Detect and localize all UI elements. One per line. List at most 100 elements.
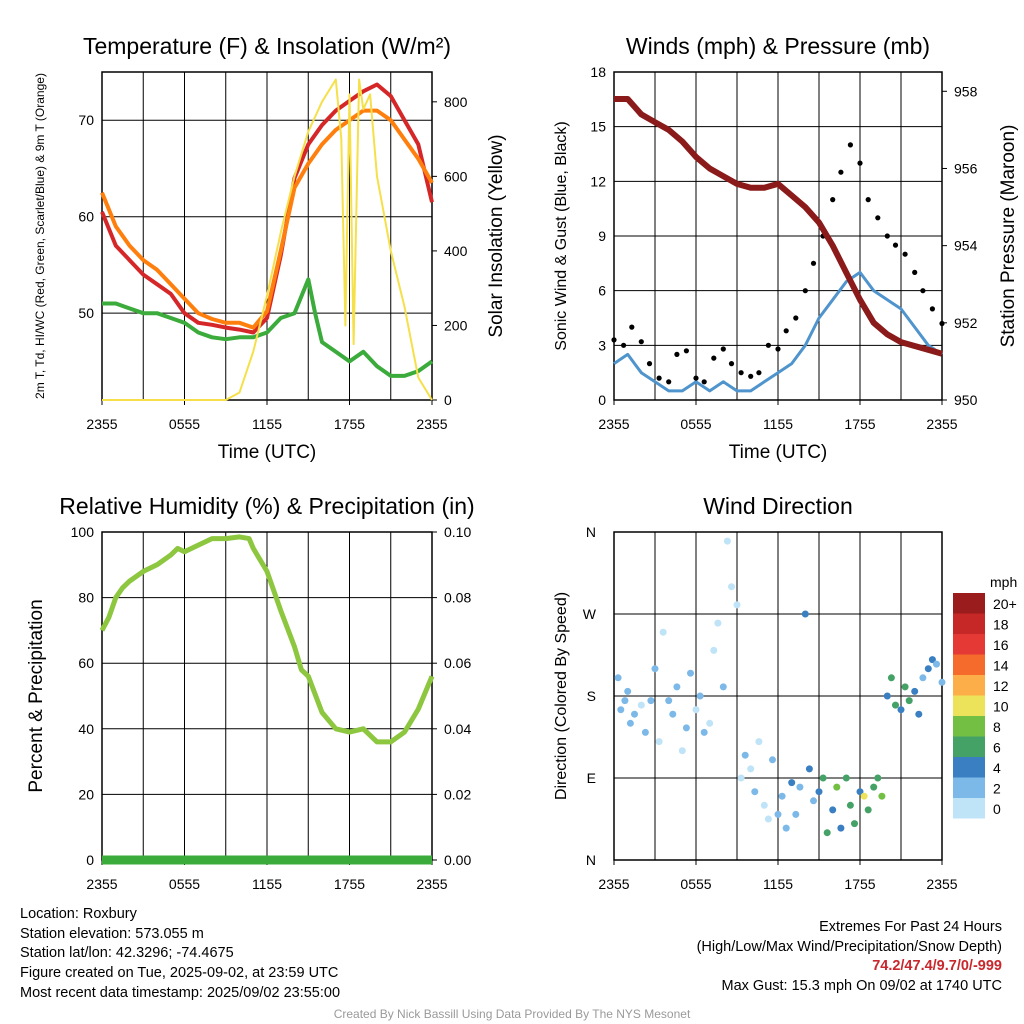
direction-point: [864, 806, 872, 814]
direction-point: [696, 692, 704, 700]
gust-point: [802, 288, 808, 294]
gust-point: [748, 373, 754, 379]
gust-point: [884, 233, 890, 239]
direction-point: [792, 810, 800, 818]
direction-point: [924, 665, 932, 673]
legend-swatch: [953, 593, 985, 614]
gust-point: [674, 351, 680, 357]
direction-point: [874, 774, 882, 782]
direction-point: [647, 697, 655, 705]
direction-point: [829, 806, 837, 814]
direction-point: [901, 683, 909, 691]
rh-y2tick-label: 0.10: [444, 524, 471, 540]
max-gust: Max Gust: 15.3 mph On 09/02 at 1740 UTC: [721, 978, 1002, 995]
direction-point: [655, 738, 663, 746]
temp-xtick-label: 1755: [334, 416, 365, 432]
station-elevation: Station elevation: 573.055 m: [20, 925, 204, 942]
direction-point: [810, 797, 817, 805]
direction-point: [915, 710, 923, 718]
wind-ytick-label: 9: [598, 228, 606, 244]
temp-xtick-label: 2355: [416, 416, 447, 432]
gust-point: [939, 320, 945, 327]
dir-title: Wind Direction: [703, 493, 853, 519]
direction-point: [938, 678, 946, 686]
direction-point: [883, 692, 891, 700]
direction-point: [833, 783, 841, 791]
direction-point: [678, 747, 686, 755]
dir-ytick-label: E: [587, 770, 596, 786]
temp-xtick-label: 0555: [169, 416, 200, 432]
legend-label: 14: [993, 658, 1009, 674]
direction-point: [878, 792, 886, 800]
direction-point: [856, 788, 864, 796]
station-info: Location: Roxbury Station elevation: 573…: [20, 905, 340, 1004]
temp-y2tick-label: 600: [444, 168, 468, 184]
direction-point: [897, 706, 905, 714]
wind-ytick-label: 3: [598, 337, 606, 353]
direction-point: [682, 724, 690, 732]
gust-point: [738, 370, 744, 376]
direction-point: [700, 728, 708, 736]
direction-point: [624, 687, 632, 695]
legend-label: 6: [993, 740, 1001, 756]
gust-point: [838, 169, 844, 175]
gust-point: [810, 260, 817, 266]
temp-ylabel-right: Solar Insolation (Yellow): [486, 134, 507, 337]
direction-point: [837, 824, 845, 832]
direction-point: [819, 774, 827, 782]
gust-point: [646, 361, 653, 367]
dir-xtick-label: 2355: [926, 876, 957, 892]
wind-ytick-label: 12: [590, 173, 606, 189]
temp-ytick-label: 70: [78, 112, 94, 128]
rh-xtick-label: 1755: [334, 876, 365, 892]
figure-created: Figure created on Tue, 2025-09-02, at 23…: [20, 965, 339, 982]
dir-xtick-label: 2355: [598, 876, 629, 892]
extremes-values: 74.2/47.4/9.7/0/-999: [872, 958, 1002, 975]
legend-swatch: [953, 613, 985, 634]
legend-swatch: [953, 654, 985, 675]
legend-label: 8: [993, 719, 1001, 735]
temp-xlabel: Time (UTC): [218, 442, 317, 463]
direction-point: [815, 788, 823, 796]
direction-point: [764, 815, 772, 823]
direction-point: [801, 610, 809, 618]
gust-point: [847, 142, 854, 148]
wind-ylabel: Sonic Wind & Gust (Blue, Black): [553, 121, 570, 350]
direction-point: [851, 820, 858, 828]
direction-point: [626, 719, 634, 727]
temp-y2tick-label: 400: [444, 243, 468, 259]
temp-series-line: [100, 108, 434, 330]
rh-xtick-label: 1155: [252, 876, 282, 892]
station-latlon: Station lat/lon: 42.3296; -74.4675: [20, 945, 234, 962]
legend-swatch: [953, 736, 985, 757]
rh-ytick-label: 100: [71, 524, 95, 540]
direction-point: [737, 774, 745, 782]
direction-point: [860, 792, 868, 800]
direction-point: [637, 701, 645, 709]
legend-swatch: [953, 798, 985, 819]
wind-xtick-label: 2355: [598, 416, 629, 432]
direction-point: [641, 728, 649, 736]
wind-y2tick-label: 950: [954, 392, 978, 408]
legend-swatch: [953, 757, 985, 778]
direction-point: [673, 683, 681, 691]
direction-point: [659, 628, 667, 636]
wind-y2tick-label: 952: [954, 315, 978, 331]
legend-title: mph: [990, 574, 1017, 590]
direction-point: [870, 783, 878, 791]
gust-point: [783, 328, 789, 334]
rh-ytick-label: 80: [78, 590, 94, 606]
dir-ytick-label: S: [587, 688, 596, 704]
data-timestamp: Most recent data timestamp: 2025/09/02 2…: [20, 984, 341, 1001]
direction-point: [710, 646, 718, 654]
rh-xtick-label: 0555: [169, 876, 200, 892]
extremes-panel: Extremes For Past 24 Hours (High/Low/Max…: [697, 918, 1002, 997]
gust-point: [929, 306, 936, 312]
direction-point: [723, 537, 731, 545]
rh-ytick-label: 40: [78, 721, 94, 737]
gust-point: [892, 242, 899, 248]
direction-point: [706, 719, 714, 727]
wind-ytick-label: 0: [598, 392, 606, 408]
gust-point: [638, 339, 644, 345]
dir-xtick-label: 1155: [763, 876, 793, 892]
